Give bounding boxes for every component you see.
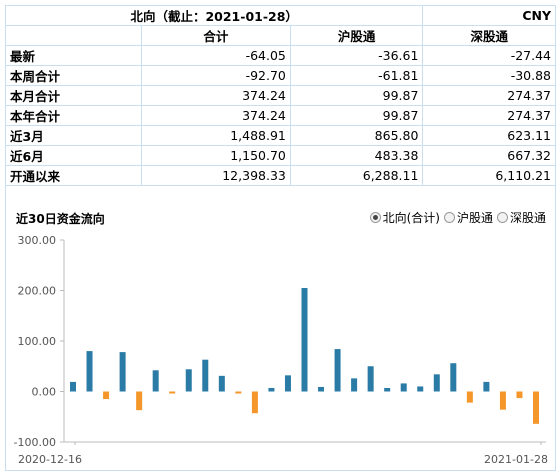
bar [367, 366, 374, 392]
cell-sh: 6,288.11 [289, 165, 424, 186]
table-row: 近3月 1,488.91 865.80 623.11 [5, 125, 556, 146]
table-title: 北向（截止：2021-01-28） [4, 5, 424, 26]
bar [284, 375, 291, 392]
bar [318, 386, 325, 392]
table-row: 本月合计 374.24 99.87 274.37 [5, 85, 556, 106]
bar [119, 352, 126, 392]
bar [202, 359, 209, 392]
cell-sz: 623.11 [422, 125, 556, 146]
x-tick-label: 2020-12-16 [18, 453, 82, 466]
table-row: 本年合计 374.24 99.87 274.37 [5, 105, 556, 126]
cell-total: -92.70 [141, 65, 291, 86]
bar [86, 351, 93, 392]
option-northbound-total[interactable]: 北向(合计) [369, 209, 440, 226]
option-label: 深股通 [509, 211, 546, 225]
bar [136, 391, 143, 411]
chart-title: 近30日资金流向 [16, 212, 105, 226]
radio-unselected-icon[interactable] [496, 212, 508, 223]
bar [103, 391, 110, 400]
bar [218, 375, 225, 392]
cell-total: 374.24 [141, 105, 291, 126]
option-label: 沪股通 [456, 211, 493, 225]
bar [169, 391, 176, 394]
y-tick-label: -100.00 [14, 436, 56, 449]
table-row: 近6月 1,150.70 483.38 667.32 [5, 145, 556, 166]
bar [334, 349, 341, 392]
bar [70, 381, 76, 392]
radio-unselected-icon[interactable] [443, 212, 455, 223]
bar [301, 287, 308, 392]
y-tick-label: 100.00 [18, 335, 57, 348]
bar [235, 391, 242, 394]
bar [384, 387, 391, 392]
x-tick-label: 2021-01-28 [484, 453, 548, 466]
bar [433, 374, 440, 392]
bar [400, 383, 407, 392]
bar [351, 378, 358, 392]
y-tick-label: 0.00 [32, 386, 57, 399]
col-header-total: 合计 [141, 25, 291, 46]
bar [499, 391, 506, 410]
row-label: 最新 [5, 45, 142, 66]
bar [251, 391, 258, 414]
flow-table: 北向（截止：2021-01-28） CNY 合计 沪股通 深股通 最新 -64.… [4, 5, 556, 186]
cell-sz: 274.37 [422, 105, 556, 126]
row-label: 开通以来 [5, 165, 142, 186]
bar [466, 391, 473, 403]
row-label: 近6月 [5, 145, 142, 166]
bar [268, 387, 275, 392]
y-tick-label: 200.00 [18, 285, 57, 298]
bar [483, 381, 490, 392]
option-label: 北向(合计) [382, 211, 440, 225]
radio-selected-icon[interactable] [369, 212, 381, 223]
bar [516, 391, 523, 399]
cell-sh: 99.87 [289, 85, 424, 106]
bar [417, 386, 424, 392]
cell-total: 12,398.33 [141, 165, 291, 186]
table-row: 最新 -64.05 -36.61 -27.44 [5, 45, 556, 66]
series-selector: 北向(合计) 沪股通 深股通 [369, 209, 546, 226]
table-row: 开通以来 12,398.33 6,288.11 6,110.21 [5, 165, 556, 186]
option-shenzhen-connect[interactable]: 深股通 [496, 209, 546, 226]
bar [450, 363, 457, 392]
cell-total: 1,488.91 [141, 125, 291, 146]
bar [152, 370, 159, 392]
col-header-sh: 沪股通 [289, 25, 424, 46]
row-label: 本年合计 [5, 105, 142, 126]
y-tick-label: 300.00 [18, 234, 57, 247]
option-shanghai-connect[interactable]: 沪股通 [443, 209, 493, 226]
cell-sz: 6,110.21 [422, 165, 556, 186]
bar [185, 369, 192, 392]
bar [533, 391, 539, 424]
row-label: 本月合计 [5, 85, 142, 106]
cell-sz: 667.32 [422, 145, 556, 166]
